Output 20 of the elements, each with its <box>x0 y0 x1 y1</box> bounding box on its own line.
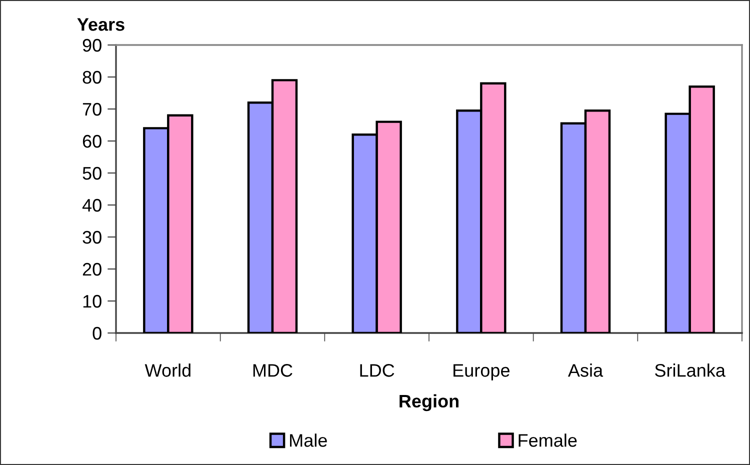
y-tick-label: 10 <box>83 294 102 308</box>
y-tick-label: 70 <box>82 102 102 116</box>
y-tick-label: 20 <box>82 262 102 276</box>
x-tick-label: MDC <box>253 364 292 377</box>
x-tick-label: Asia <box>568 364 604 377</box>
y-tick-label: 60 <box>82 134 102 148</box>
y-tick-label: 0 <box>92 326 102 340</box>
legend-label: Female <box>518 434 577 447</box>
y-tick-label: 90 <box>82 38 102 52</box>
x-tick-label: SriLanka <box>655 364 726 377</box>
y-tick-label: 50 <box>82 166 102 180</box>
y-tick-label: 80 <box>82 70 102 84</box>
x-axis-title: Region <box>400 394 458 412</box>
x-tick-label: World <box>144 364 190 377</box>
legend-label: Male <box>290 434 327 447</box>
x-tick-label: LDC <box>360 364 394 377</box>
x-tick-label: Europe <box>454 364 510 380</box>
y-tick-label: 40 <box>82 198 102 212</box>
y-axis-title: Years <box>77 18 124 31</box>
y-tick-label: 30 <box>82 230 102 244</box>
